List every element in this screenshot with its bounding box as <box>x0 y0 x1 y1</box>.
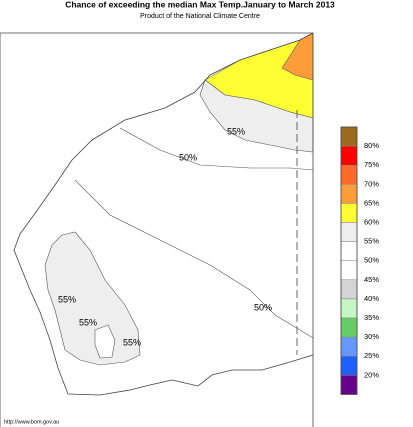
contour-label: 50% <box>254 302 272 312</box>
legend-label: 50% <box>364 256 379 265</box>
legend-label: 60% <box>364 217 379 226</box>
legend-swatch <box>340 336 358 357</box>
coastline <box>13 32 314 396</box>
legend-swatch <box>340 260 358 281</box>
contour-label: 55% <box>123 337 141 347</box>
map-area: 55% 50% 55% 55% 55% 50% <box>0 32 314 427</box>
legend-swatch <box>340 126 358 147</box>
contour-label: 55% <box>227 126 245 136</box>
legend-frame <box>340 126 358 395</box>
legend-swatch <box>340 298 358 319</box>
legend-label: 75% <box>364 160 379 169</box>
legend-swatch <box>340 241 358 261</box>
legend-swatch <box>340 279 358 300</box>
legend-swatch <box>340 145 358 166</box>
legend-swatch <box>340 203 358 223</box>
legend-label: 40% <box>364 294 379 303</box>
region-55-south <box>44 231 141 366</box>
legend-swatch <box>340 184 358 204</box>
legend: 80% 75% 70% 65% 60% 55% 50% 45% 40% 35% 30% 25% 20% <box>340 126 379 395</box>
legend-label: 20% <box>364 370 379 379</box>
contour-50 <box>74 179 314 339</box>
legend-label: 65% <box>364 198 379 207</box>
legend-label: 45% <box>364 275 379 284</box>
legend-swatch <box>340 222 358 242</box>
legend-swatch <box>340 164 358 185</box>
legend-swatch <box>340 375 358 395</box>
legend-label: 35% <box>364 313 379 322</box>
map-title: Chance of exceeding the median Max Temp.… <box>65 0 335 9</box>
map-subtitle: Product of the National Climate Centre <box>140 13 260 20</box>
legend-label: 80% <box>364 141 379 150</box>
contour-label: 55% <box>79 317 97 327</box>
contour-50 <box>119 127 314 171</box>
legend-swatch <box>340 355 358 376</box>
legend-label: 25% <box>364 351 379 360</box>
legend-label: 70% <box>364 179 379 188</box>
source-url: http://www.bom.gov.au <box>4 419 59 425</box>
region-55-north <box>199 79 314 153</box>
legend-label: 30% <box>364 332 379 341</box>
legend-swatch <box>340 317 358 338</box>
legend-label: 55% <box>364 237 379 246</box>
contour-label: 55% <box>58 294 76 304</box>
contour-label: 50% <box>179 152 197 162</box>
